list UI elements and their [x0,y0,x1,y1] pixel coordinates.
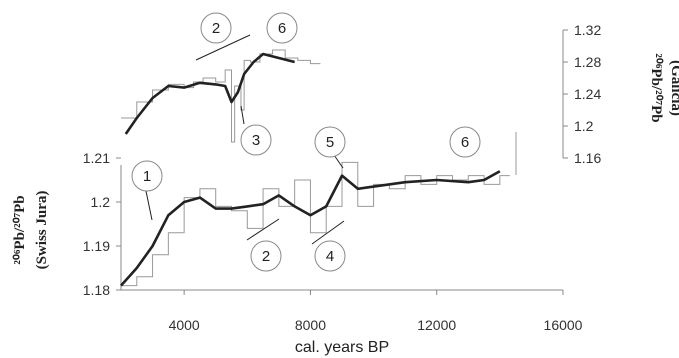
x-axis-title: cal. years BP [295,339,389,356]
annotation-3-line [240,105,245,125]
annotation-4-line [311,220,345,245]
swiss-jura-smooth-series [120,170,501,287]
galicia-y-tick-label: 1.16 [574,150,601,166]
x-tick-label: 12000 [417,317,456,333]
galicia-y-tick-label: 1.32 [574,22,601,38]
annotation-circle [314,240,346,272]
galicia-smooth-series [124,52,295,135]
galicia-y-tick-label: 1.24 [574,86,601,102]
galicia-series [121,49,321,143]
annotation-label: 6 [461,134,469,151]
swiss-y-tick-label: 1.18 [83,282,110,298]
swiss-y-axis-title: ²⁰⁶Pb/²⁰⁷Pb (Swiss Jura) [12,191,50,270]
swiss-y-tick-label: 1.21 [83,150,110,166]
annotation-circle [266,12,298,44]
x-tick-label: 8000 [295,317,326,333]
annotation-label: 1 [143,168,151,185]
annotation-label: 3 [252,132,260,149]
annotation-circle [449,126,481,158]
galicia-step-series [121,49,321,143]
galicia-y-axis-title: ²⁰⁶Pb/²⁰⁷Pb (Galicia) [648,53,679,122]
annotation-circle [240,124,272,156]
galicia-y-axis-title-line1: ²⁰⁶Pb/²⁰⁷Pb [648,53,664,122]
annotation-2-upper-line [195,34,251,61]
annotation-5-line [333,154,344,169]
x-tick-label: 4000 [169,317,200,333]
swiss-jura-step-series [121,161,510,287]
annotation-label: 2 [212,20,220,37]
annotation-circle [200,12,232,44]
swiss-y-axis-title-line2: (Swiss Jura) [34,191,50,270]
annotation-1-line [145,190,153,221]
galicia-y-tick-label: 1.2 [574,118,594,134]
galicia-y-axis-title-line2: (Galicia) [668,60,679,116]
swiss-y-tick-label: 1.19 [83,238,110,254]
annotation-circle [131,160,163,192]
annotation-label: 4 [326,248,334,265]
swiss-jura-axes: 1.21 1.2 1.19 1.18 4000 8000 12000 16000 [83,150,583,333]
annotation-markers: 1 2 6 3 5 6 2 4 [131,12,481,272]
galicia-axes: 1.32 1.28 1.24 1.2 1.16 [562,22,601,166]
annotation-2-lower-line [246,218,280,241]
annotation-circle [250,240,282,272]
swiss-y-tick-label: 1.2 [91,194,111,210]
swiss-jura-series [120,161,510,287]
swiss-y-axis-title-line1: ²⁰⁶Pb/²⁰⁷Pb [12,195,28,264]
galicia-y-tick-label: 1.28 [574,54,601,70]
annotation-circle [314,126,346,158]
annotation-label: 2 [262,248,270,265]
x-tick-label: 16000 [544,317,583,333]
annotation-label: 5 [326,134,334,151]
annotation-lines [145,34,345,245]
annotation-label: 6 [278,20,286,37]
